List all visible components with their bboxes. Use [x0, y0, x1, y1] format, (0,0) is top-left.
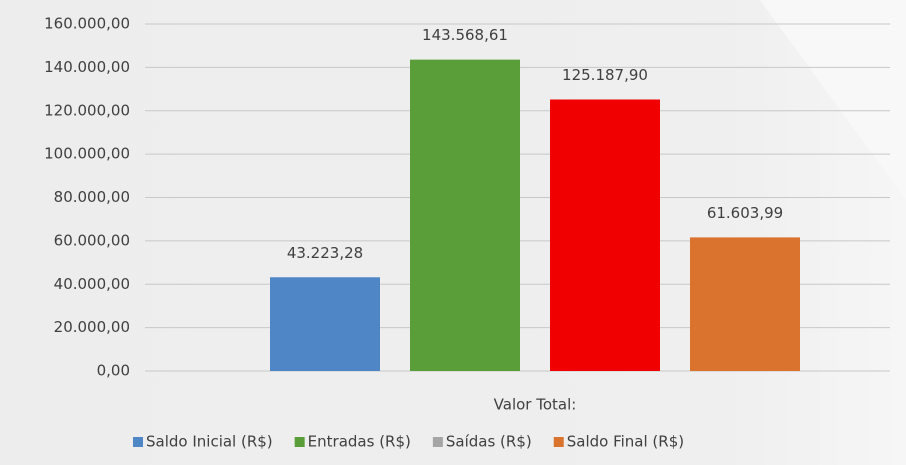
data-label: 43.223,28	[287, 244, 363, 262]
background-shape	[760, 0, 906, 200]
x-tick-label: Valor Total:	[494, 396, 577, 414]
legend-label: Saldo Inicial (R$)	[146, 433, 273, 451]
legend-label: Entradas (R$)	[308, 433, 411, 451]
y-tick-label: 120.000,00	[44, 101, 130, 119]
y-tick-label: 160.000,00	[44, 15, 130, 33]
y-tick-label: 40.000,00	[54, 275, 130, 293]
legend-label: Saídas (R$)	[446, 433, 532, 451]
bar	[550, 99, 660, 371]
legend-swatch	[553, 437, 564, 447]
data-label: 125.187,90	[562, 66, 648, 84]
bar	[410, 59, 520, 371]
data-label: 61.603,99	[707, 204, 783, 222]
y-tick-label: 20.000,00	[54, 318, 130, 336]
y-tick-label: 60.000,00	[54, 231, 130, 249]
legend-swatch	[432, 437, 443, 447]
legend-swatch	[294, 437, 305, 447]
legend-swatch	[133, 437, 143, 447]
legend-label: Saldo Final (R$)	[567, 433, 684, 451]
y-tick-label: 80.000,00	[54, 188, 130, 206]
bar	[270, 277, 380, 371]
data-label: 143.568,61	[422, 26, 508, 44]
y-tick-label: 140.000,00	[44, 58, 130, 76]
y-tick-label: 0,00	[97, 362, 130, 380]
bar	[690, 237, 800, 371]
y-tick-label: 100.000,00	[44, 145, 130, 163]
